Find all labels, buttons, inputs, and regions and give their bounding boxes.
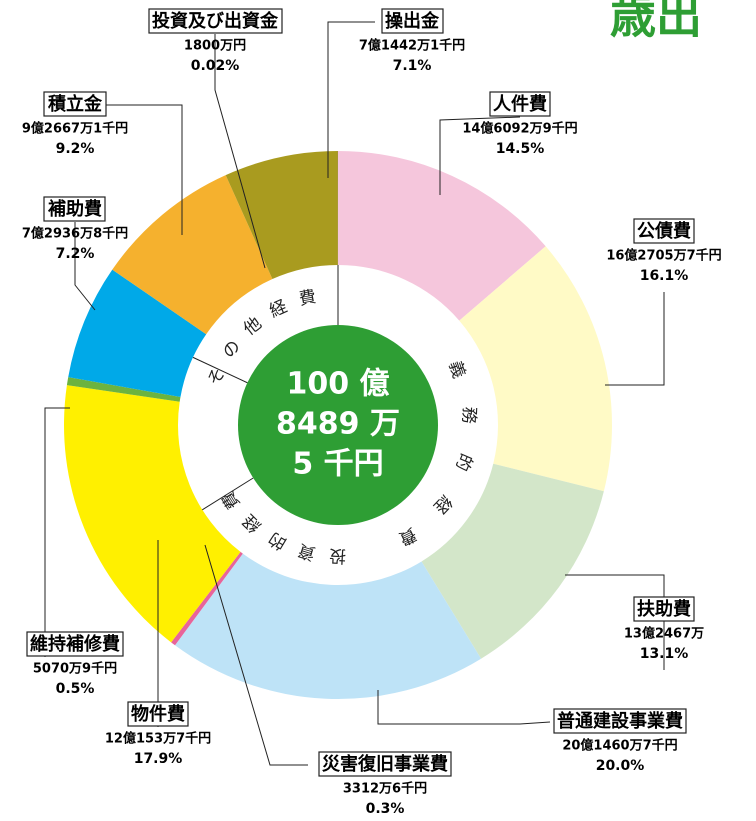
category-label: 積立金: [47, 93, 103, 115]
label-box: [633, 218, 695, 244]
label-box: [553, 708, 687, 734]
value-label: 9.2%: [56, 141, 95, 157]
donut-segment: [459, 246, 612, 492]
donut-segment: [68, 269, 207, 398]
total-label: 100 億: [286, 367, 389, 402]
leader-line: [565, 574, 665, 670]
donut-segment: [338, 151, 546, 321]
donut-segment: [66, 377, 181, 402]
amount-label: 7億1442万1千円: [359, 38, 465, 54]
label-box: [43, 196, 106, 222]
donut-segment: [171, 551, 243, 646]
category-label: 扶助費: [637, 598, 691, 620]
leader-line: [605, 292, 665, 386]
amount-label: 12億153万7千円: [105, 731, 211, 747]
donut-segment: [421, 463, 604, 659]
leader-line: [327, 21, 375, 178]
value-label: 0.02%: [191, 58, 240, 74]
label-box: [43, 91, 107, 117]
group-separator: [202, 477, 254, 511]
value-label: 7.1%: [393, 58, 432, 74]
leader-line: [377, 690, 551, 725]
label-box: [26, 631, 124, 657]
category-label: 投資及び出資金: [152, 10, 279, 32]
value-label: 0.3%: [366, 801, 405, 817]
amount-label: 9億2667万1千円: [22, 121, 128, 137]
leader-line: [439, 116, 521, 195]
amount-label: 13億2467万: [624, 626, 704, 642]
value-label: 17.9%: [134, 751, 183, 767]
donut-segment: [175, 553, 482, 699]
chart-title: 歳出: [610, 0, 702, 44]
category-label: 人件費: [493, 93, 547, 115]
total-label: 8489 万: [276, 407, 400, 442]
amount-label: 5070万9千円: [33, 661, 117, 677]
amount-label: 16億2705万7千円: [606, 248, 721, 264]
category-label: 操出金: [385, 10, 440, 32]
label-box: [148, 8, 283, 34]
category-label: 公債費: [637, 220, 691, 242]
value-label: 7.2%: [56, 246, 95, 262]
labels: 人件費 14億6092万9千円 14.5% 公債費 16億2705万7千円 16.1% 扶助…: [22, 8, 722, 817]
amount-label: 1800万円: [184, 39, 246, 54]
leader-line: [214, 34, 266, 269]
donut-segment: [112, 175, 273, 335]
value-label: 14.5%: [496, 141, 545, 157]
leader-line: [204, 544, 308, 766]
amount-label: 20億1460万7千円: [562, 738, 677, 754]
donut-segment: [63, 385, 241, 643]
center-circle: [238, 325, 438, 525]
label-box: [318, 751, 452, 777]
value-label: 20.0%: [596, 758, 645, 774]
label-box: [633, 596, 695, 622]
category-label: 補助費: [47, 198, 102, 220]
value-label: 0.5%: [56, 681, 95, 697]
leader-line: [74, 222, 96, 311]
label-box: [127, 701, 189, 727]
label-box: [489, 91, 551, 117]
amount-label: 3312万6千円: [343, 781, 427, 797]
leader-line: [105, 104, 183, 235]
category-label: 普通建設事業費: [557, 710, 683, 732]
amount-label: 14億6092万9千円: [462, 121, 577, 137]
value-label: 16.1%: [640, 268, 689, 284]
group-separator: [192, 356, 248, 384]
total-label: 5 千円: [292, 447, 383, 482]
category-label: 維持補修費: [30, 633, 120, 655]
amount-label: 7億2936万8千円: [22, 226, 128, 242]
label-box: [381, 8, 444, 34]
value-label: 13.1%: [640, 646, 689, 662]
donut-segment: [225, 151, 338, 280]
category-label: 災害復旧事業費: [322, 753, 448, 775]
category-label: 物件費: [131, 703, 185, 725]
